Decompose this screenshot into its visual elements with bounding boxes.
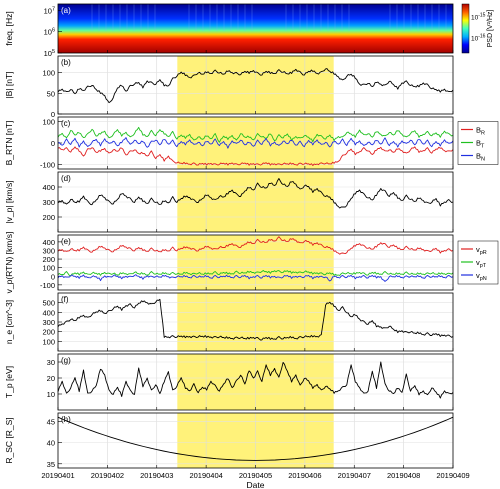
panel-label: (h) — [61, 415, 71, 424]
x-tick-label: 20190402 — [91, 471, 124, 480]
y-axis-label: freq. [Hz] — [4, 11, 14, 45]
x-tick-label: 20190404 — [189, 471, 222, 480]
legend-label: vpR — [476, 245, 487, 256]
series-line-B_T — [57, 126, 454, 143]
y-tick-label: 30 — [47, 358, 55, 367]
series-line-v_pT — [57, 270, 454, 277]
x-tick-label: 20190403 — [140, 471, 173, 480]
y-tick-label: 106 — [44, 28, 55, 37]
y-tick-label: 400 — [42, 238, 55, 247]
series-line-B_R — [57, 146, 454, 166]
series-line — [57, 298, 454, 341]
legend-label: BN — [476, 152, 485, 163]
y-axis-label: n_e [cm^-3] — [4, 300, 14, 344]
y-tick-label: 0 — [51, 272, 55, 281]
y-tick-label: 200 — [42, 213, 55, 222]
y-tick-label: 100 — [42, 337, 55, 346]
y-tick-label: 45 — [47, 417, 55, 426]
series-line-v_pR — [57, 236, 454, 255]
y-axis-label: T_p [eV] — [4, 366, 14, 398]
y-tick-label: 300 — [42, 246, 55, 255]
legend-label: vpT — [476, 258, 487, 269]
panel-label: (c) — [61, 119, 71, 128]
panel-a: 105 106 107 10-15 10-16 PSD [V²/Hz] (a) freq. [… — [4, 3, 494, 58]
legend-label: BT — [476, 139, 485, 150]
x-tick-label: 20190407 — [338, 471, 371, 480]
y-tick-label: 35 — [47, 460, 55, 469]
spectrogram — [58, 4, 453, 53]
series-line — [57, 416, 454, 461]
panel-b: 0 50 100 (b) |B| [nT] — [4, 55, 454, 119]
series-line — [57, 178, 454, 209]
x-tick-label: 20190409 — [436, 471, 469, 480]
y-tick-label: 100 — [42, 117, 55, 126]
y-tick-label: 100 — [42, 264, 55, 273]
y-axis-label: v_p(RTN) [km/s] — [4, 232, 14, 294]
panel-d: 200 300 400 (d) |v_p| [km/s] — [4, 171, 454, 233]
y-axis-label: B_RTN [nT] — [4, 121, 14, 166]
colorbar-tick-label: 10-15 — [471, 12, 486, 21]
y-tick-label: 200 — [42, 328, 55, 337]
series-line — [57, 68, 454, 104]
series-line-B_N — [57, 137, 454, 149]
series-line — [57, 361, 454, 399]
x-axis-label: Date — [247, 480, 265, 489]
colorbar — [461, 3, 470, 54]
y-tick-label: 400 — [42, 308, 55, 317]
y-tick-label: 107 — [44, 6, 55, 15]
colorbar-tick-label: 10-16 — [471, 33, 486, 42]
y-tick-label: 200 — [42, 255, 55, 264]
panel-label: (f) — [61, 295, 69, 304]
y-axis-label: R_SC [R_S] — [4, 417, 14, 463]
panel-h: 35 40 45 (h) R_SC [R_S] — [4, 412, 454, 469]
legend-label: BR — [476, 126, 485, 137]
panel-label: (d) — [61, 174, 71, 183]
panel-label: (e) — [61, 237, 71, 246]
y-tick-label: 10 — [47, 390, 55, 399]
y-tick-label: 500 — [42, 299, 55, 308]
series-line-v_pN — [57, 274, 454, 282]
y-tick-label: 300 — [42, 198, 55, 207]
x-tick-label: 20190401 — [41, 471, 74, 480]
y-tick-label: 100 — [42, 69, 55, 78]
y-tick-label: 300 — [42, 318, 55, 327]
y-tick-label: -100 — [40, 281, 55, 290]
x-tick-label: 20190405 — [239, 471, 272, 480]
panel-label: (b) — [61, 58, 71, 67]
colorbar-label: PSD [V²/Hz] — [487, 10, 494, 48]
y-tick-label: -100 — [40, 161, 55, 170]
legend-label: vpN — [476, 271, 487, 282]
panel-label: (g) — [61, 356, 71, 365]
x-tick-label: 20190406 — [288, 471, 321, 480]
y-tick-label: 50 — [47, 89, 55, 98]
panel-g: 10 20 30 (g) T_p [eV] — [4, 353, 454, 411]
y-tick-label: 0 — [51, 110, 55, 119]
y-axis-label: |v_p| [km/s] — [4, 180, 14, 223]
y-axis-label: |B| [nT] — [4, 71, 14, 98]
y-tick-label: 105 — [44, 49, 55, 58]
y-tick-label: 0 — [51, 139, 55, 148]
panel-c: -100 0 100 BR BT BN (c) B_RTN [nT] — [4, 116, 499, 170]
panel-label: (a) — [61, 6, 71, 15]
y-tick-label: 400 — [42, 183, 55, 192]
y-tick-label: 40 — [47, 439, 55, 448]
x-tick-label: 20190408 — [387, 471, 420, 480]
y-tick-label: 20 — [47, 374, 55, 383]
